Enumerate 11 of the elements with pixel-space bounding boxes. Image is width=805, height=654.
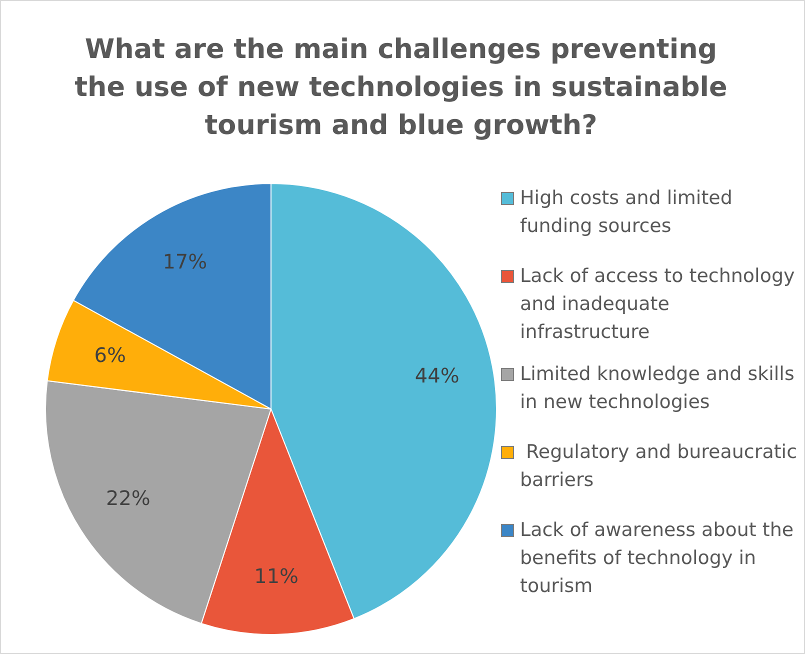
data-label: 44%	[414, 364, 460, 388]
legend-label: Regulatory and bureaucratic barriers	[520, 440, 798, 493]
legend-label: Limited knowledge and skills in new technologies	[520, 362, 796, 415]
legend-label: High costs and limited funding sources	[520, 186, 734, 239]
legend-label: Lack of awareness about the benefits of technology in tourism	[520, 518, 795, 599]
data-label: 11%	[254, 564, 299, 588]
legend-label: Lack of access to technology and inadequate infrastructure	[520, 264, 796, 345]
data-label: 17%	[162, 250, 208, 274]
data-label: 22%	[106, 486, 150, 510]
chart-title: What are the main challenges preventing the use of new technologies in sustainable tourism and blue growth?	[74, 33, 728, 143]
data-label: 6%	[94, 342, 126, 367]
